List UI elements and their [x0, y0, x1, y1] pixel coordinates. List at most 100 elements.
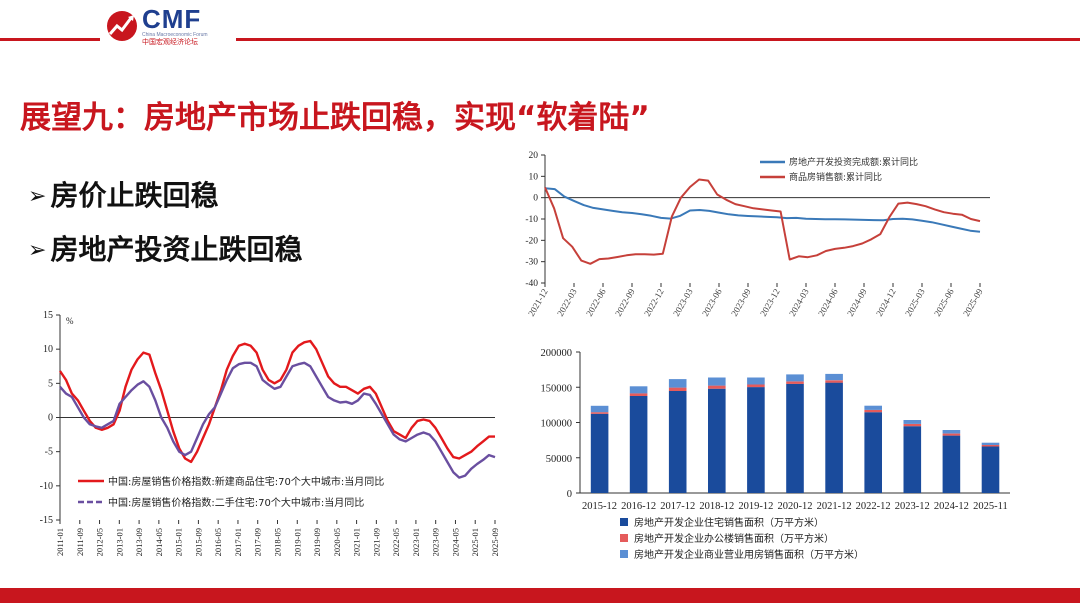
stacked-bar-segment: [590, 413, 609, 493]
legend-label: 商品房销售额:累计同比: [789, 171, 882, 183]
stacked-bar-segment: [903, 426, 922, 493]
x-tick-label: 2024-09: [845, 287, 869, 318]
x-tick-label: 2015-12: [582, 501, 617, 512]
legend-swatch: [620, 534, 628, 542]
x-tick-label: 2025-01: [470, 528, 480, 556]
x-tick-label: 2021-12: [526, 287, 550, 318]
y-tick-label: 10: [529, 172, 539, 182]
sales-area-chart: 0 50000 100000 150000 200000 2015-12 2016-12 20…: [541, 348, 1010, 561]
y-tick-label: 0: [533, 194, 538, 204]
stacked-bar-segment: [786, 381, 804, 384]
x-tick-label: 2024-12: [934, 501, 969, 512]
logo-icon: [107, 11, 137, 41]
stacked-bar-segment: [590, 412, 609, 414]
y-tick-label: 10: [43, 344, 53, 355]
stacked-bar-segment: [786, 374, 804, 382]
x-tick-label: 2022-09: [613, 287, 637, 318]
legend-label: 房地产开发投资完成额:累计同比: [789, 156, 918, 168]
stacked-bar-segment: [903, 420, 922, 424]
x-tick-label: 2011-01: [55, 528, 65, 556]
legend-swatch: [620, 550, 628, 558]
x-tick-label: 2021-01: [352, 528, 362, 556]
stacked-bar-segment: [981, 445, 1000, 447]
x-tick-label: 2016-05: [213, 528, 223, 556]
stacked-bar-segment: [825, 373, 843, 381]
x-tick-label: 2023-01: [411, 528, 421, 556]
x-tick-label: 2022-12: [856, 501, 891, 512]
series-line: [59, 361, 496, 479]
x-tick-label: 2014-05: [154, 528, 164, 556]
x-tick-label: 2023-12: [895, 501, 930, 512]
y-tick-label: 50000: [546, 454, 572, 465]
x-tick-label: 2019-12: [738, 501, 773, 512]
x-tick-label: 2023-03: [671, 287, 695, 318]
y-tick-label: 5: [48, 378, 53, 389]
stacked-bar-segment: [629, 393, 648, 396]
stacked-bar-segment: [825, 380, 843, 383]
x-tick-label: 2021-12: [817, 501, 852, 512]
x-tick-label: 2022-12: [642, 287, 666, 318]
bullet-item: ➢ 房地产投资止跌回稳: [28, 228, 302, 268]
x-tick-label: 2021-09: [371, 528, 381, 556]
stacked-bar-segment: [981, 442, 1000, 445]
x-tick-label: 2020-12: [778, 501, 813, 512]
x-tick-label: 2022-06: [584, 287, 608, 318]
x-tick-label: 2024-06: [816, 287, 840, 318]
stacked-bar-segment: [825, 382, 843, 493]
x-tick-label: 2023-06: [700, 287, 724, 318]
legend-label: 房地产开发企业商业营业用房销售面积（万平方米）: [634, 548, 864, 561]
stacked-bar-segment: [786, 383, 804, 493]
legend-swatch: [620, 518, 628, 526]
x-tick-label: 2017-09: [253, 528, 263, 556]
x-tick-label: 2025-09: [490, 528, 500, 556]
stacked-bar-segment: [708, 385, 726, 389]
x-tick-label: 2011-09: [75, 528, 85, 556]
x-tick-label: 2016-12: [621, 501, 656, 512]
header-rule-left: [0, 38, 100, 41]
stacked-bar-segment: [629, 386, 648, 394]
x-tick-label: 2013-01: [114, 528, 124, 556]
header-rule-right: [236, 38, 1080, 41]
stacked-bar-segment: [864, 412, 882, 493]
y-tick-label: -30: [525, 258, 538, 268]
logo-text: CMF: [142, 4, 202, 34]
bullet-text: 房价止跌回稳: [50, 179, 219, 212]
x-tick-label: 2025-03: [903, 287, 927, 318]
legend-label: 房地产开发企业住宅销售面积（万平方米）: [634, 516, 824, 529]
y-tick-label: -10: [525, 215, 538, 225]
x-tick-label: 2024-12: [874, 287, 898, 318]
y-tick-label: 200000: [541, 348, 573, 359]
stacked-bar-segment: [708, 377, 726, 386]
stacked-bar-segment: [942, 430, 961, 434]
bullet-item: ➢ 房价止跌回稳: [28, 174, 218, 214]
x-tick-label: 2015-01: [174, 528, 184, 556]
y-tick-label: 0: [567, 489, 572, 500]
stacked-bar-segment: [903, 423, 922, 427]
x-tick-label: 2024-03: [787, 287, 811, 318]
stacked-bar-segment: [981, 446, 1000, 493]
stacked-bar-segment: [942, 433, 961, 436]
y-tick-label: -5: [45, 447, 53, 458]
logo-subtitle-en: China Macroeconomic Forum: [142, 32, 208, 38]
stacked-bar-segment: [747, 387, 765, 493]
footer-bar: [0, 588, 1080, 603]
x-tick-label: 2025-09: [961, 287, 985, 318]
y-tick-label: 150000: [541, 383, 573, 394]
y-tick-label: -40: [525, 279, 538, 289]
stacked-bar-segment: [668, 379, 687, 388]
x-tick-label: 2025-06: [932, 287, 956, 318]
stacked-bar-segment: [708, 388, 726, 493]
stacked-bar-segment: [668, 390, 687, 493]
x-tick-label: 2023-12: [758, 287, 782, 318]
stacked-bar-segment: [629, 396, 648, 493]
page-title: 展望九：房地产市场止跌回稳，实现“软着陆”: [20, 100, 650, 136]
x-tick-label: 2017-12: [660, 501, 695, 512]
legend-label: 中国:房屋销售价格指数:新建商品住宅:70个大中城市:当月同比: [108, 475, 384, 488]
x-tick-label: 2025-11: [973, 501, 1008, 512]
stacked-bar-segment: [942, 435, 961, 493]
x-tick-label: 2023-09: [431, 528, 441, 556]
legend-label: 房地产开发企业办公楼销售面积（万平方米）: [634, 532, 834, 545]
x-tick-label: 2018-12: [699, 501, 734, 512]
house-price-chart: -15 -10 -5 0 5 10 15 % 2011-01 2011-09 2012-05 2013…: [40, 310, 500, 556]
